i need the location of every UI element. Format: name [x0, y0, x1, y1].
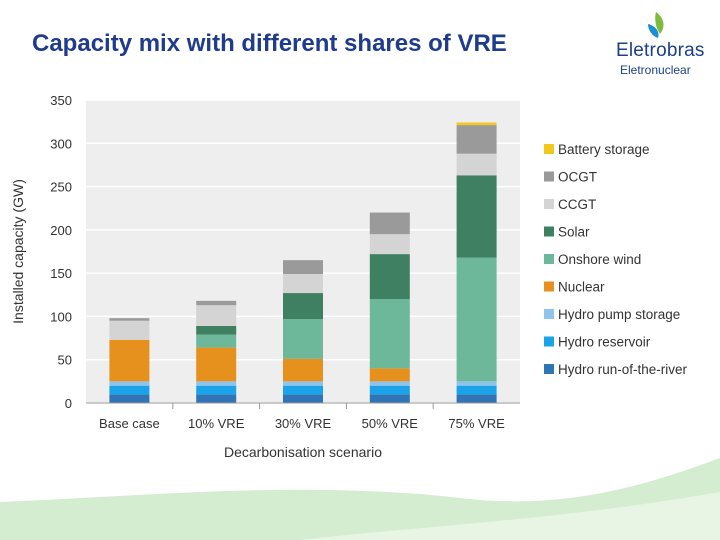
x-tick-label: 75% VRE — [448, 416, 505, 431]
bar-segment — [283, 319, 323, 359]
capacity-chart: 0 50 100 150 200 250 300 350 Base case 10% VRE 30%… — [10, 93, 688, 460]
legend-label: Hydro reservoir — [558, 335, 651, 350]
bar-segment — [109, 385, 150, 395]
legend-swatch — [544, 171, 554, 182]
legend-label: CCGT — [558, 197, 596, 212]
bar-segment — [456, 385, 497, 395]
y-axis-label: Installed capacity (GW) — [10, 179, 26, 324]
bar-segment — [369, 299, 410, 369]
bar-segment — [196, 300, 237, 306]
y-tick-label: 50 — [58, 353, 72, 368]
legend-label: Nuclear — [558, 280, 605, 295]
logo-name: Eletrobras — [616, 40, 705, 61]
bar-segment — [196, 334, 237, 348]
bar-segment — [456, 381, 497, 386]
y-tick-label: 200 — [50, 223, 72, 238]
y-tick-label: 100 — [50, 309, 72, 324]
bar-segment — [369, 394, 410, 403]
bar-segment — [369, 254, 410, 300]
bar-segment — [283, 260, 323, 275]
bar-segment — [283, 381, 323, 386]
bar-segment — [109, 394, 150, 403]
legend-swatch — [544, 309, 554, 319]
legend-label: Onshore wind — [558, 252, 641, 267]
legend-swatch — [544, 144, 554, 154]
bar-segment — [369, 381, 410, 386]
legend-swatch — [544, 336, 554, 347]
legend-label: Battery storage — [558, 142, 650, 157]
y-tick-label: 150 — [50, 266, 72, 281]
legend-swatch — [544, 226, 554, 237]
bar-segment — [369, 385, 410, 395]
bar-segment — [196, 381, 237, 386]
slide-title: Capacity mix with different shares of VR… — [32, 30, 507, 57]
eletrobras-logo-icon — [648, 12, 664, 38]
bar-segment — [196, 325, 237, 335]
bar-segment — [196, 305, 237, 326]
legend-swatch — [544, 364, 554, 374]
bar-segment — [196, 394, 237, 403]
legend-label: Hydro run-of-the-river — [558, 362, 688, 377]
bar-segment — [196, 385, 237, 395]
legend-swatch — [544, 199, 554, 209]
y-tick-label: 250 — [50, 180, 72, 195]
legend-swatch — [544, 281, 554, 292]
bar-segment — [369, 234, 410, 255]
x-axis-label: Decarbonisation scenario — [224, 444, 382, 460]
bar-segment — [283, 358, 323, 382]
bar-segment — [283, 293, 323, 320]
decorative-wave — [0, 458, 720, 540]
bar-segment — [283, 394, 323, 403]
x-tick-label: Base case — [99, 416, 160, 431]
legend-label: Hydro pump storage — [558, 307, 680, 322]
bar-segment — [456, 175, 497, 258]
bar-segment — [369, 212, 410, 235]
legend-label: OCGT — [558, 170, 597, 185]
y-tick-label: 300 — [50, 136, 72, 151]
legend-swatch — [544, 254, 554, 264]
logo-subtitle: Eletronuclear — [620, 63, 691, 77]
bar-segment — [456, 153, 497, 176]
bar-segment — [109, 318, 150, 321]
bar-segment — [283, 385, 323, 395]
bar-segment — [109, 320, 150, 340]
bar-segment — [456, 394, 497, 403]
x-tick-label: 50% VRE — [362, 416, 419, 431]
bar-segment — [196, 347, 237, 382]
bar-segment — [456, 125, 497, 154]
bar-segment — [456, 257, 497, 382]
legend-label: Solar — [558, 225, 590, 240]
bar-segment — [369, 368, 410, 382]
bar-segment — [456, 122, 497, 126]
x-tick-label: 10% VRE — [188, 416, 245, 431]
bar-segment — [283, 274, 323, 294]
x-tick-label: 30% VRE — [275, 416, 332, 431]
y-tick-label: 350 — [50, 93, 72, 108]
bar-segment — [109, 381, 150, 386]
bar-segment — [109, 339, 150, 382]
y-tick-label: 0 — [65, 396, 72, 411]
